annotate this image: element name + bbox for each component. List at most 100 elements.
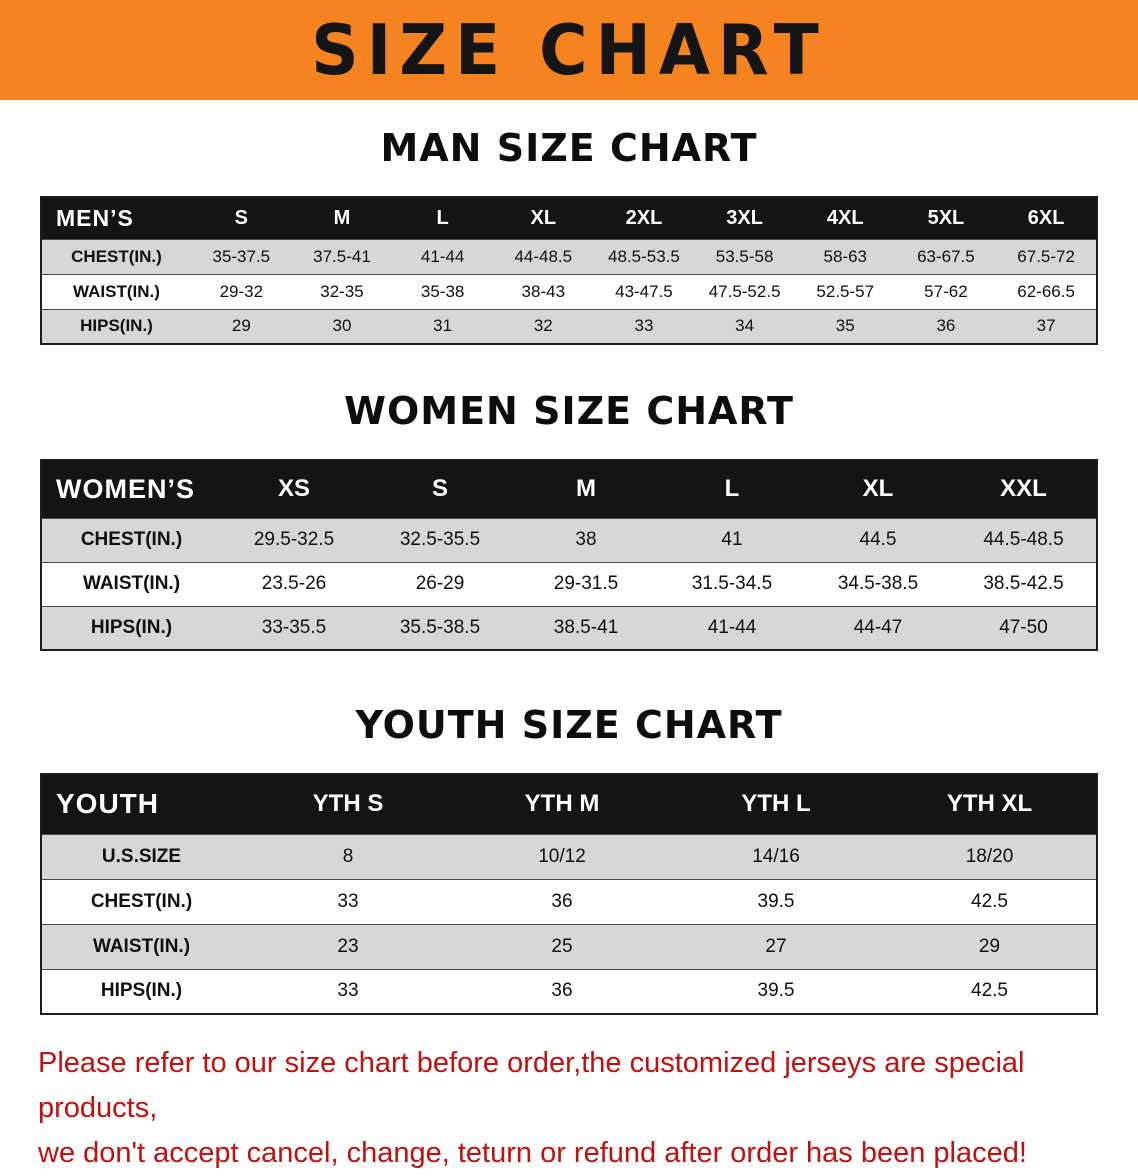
size-header-cell: S	[367, 460, 513, 518]
cell: 34.5-38.5	[805, 561, 951, 606]
mens-size-table: MEN’S S M L XL 2XL 3XL 4XL 5XL 6XL CHEST…	[40, 196, 1098, 345]
cell: 37.5-41	[291, 238, 393, 274]
cell: 44-47	[805, 605, 951, 650]
cell: 52.5-57	[794, 273, 896, 309]
cell: 36	[455, 878, 669, 924]
size-header-cell: YTH M	[455, 774, 669, 834]
table-row: HIPS(IN.) 33 36 39.5 42.5	[41, 968, 1097, 1014]
cell: 27	[669, 923, 883, 969]
table-header-row: MEN’S S M L XL 2XL 3XL 4XL 5XL 6XL	[41, 197, 1097, 239]
cell: 47.5-52.5	[694, 273, 795, 309]
cell: 41-44	[392, 238, 493, 274]
cell: 41-44	[659, 605, 805, 650]
cell: 33-35.5	[221, 605, 367, 650]
size-header-cell: 5XL	[895, 197, 997, 239]
row-label: CHEST(IN.)	[41, 517, 221, 562]
size-header-cell: YTH L	[669, 774, 883, 834]
cell: 58-63	[794, 238, 896, 274]
table-row: CHEST(IN.) 29.5-32.5 32.5-35.5 38 41 44.…	[41, 517, 1097, 562]
table-title-cell: YOUTH	[41, 774, 241, 834]
cell: 10/12	[455, 833, 669, 879]
cell: 48.5-53.5	[593, 238, 695, 274]
cell: 33	[593, 308, 695, 344]
cell: 35-37.5	[191, 238, 292, 274]
cell: 38.5-42.5	[951, 561, 1097, 606]
cell: 29	[191, 308, 292, 344]
size-header-cell: M	[513, 460, 659, 518]
cell: 33	[241, 878, 455, 924]
size-header-cell: S	[191, 197, 292, 239]
row-label: WAIST(IN.)	[41, 923, 241, 969]
size-header-cell: XL	[805, 460, 951, 518]
table-title-cell: WOMEN’S	[41, 460, 221, 518]
table-row: HIPS(IN.) 29 30 31 32 33 34 35 36 37	[41, 308, 1097, 344]
cell: 32-35	[291, 273, 393, 309]
cell: 37	[996, 308, 1097, 344]
table-row: HIPS(IN.) 33-35.5 35.5-38.5 38.5-41 41-4…	[41, 605, 1097, 650]
cell: 23.5-26	[221, 561, 367, 606]
table-row: WAIST(IN.) 29-32 32-35 35-38 38-43 43-47…	[41, 273, 1097, 309]
cell: 44-48.5	[492, 238, 594, 274]
cell: 36	[455, 968, 669, 1014]
size-header-cell: YTH S	[241, 774, 455, 834]
cell: 47-50	[951, 605, 1097, 650]
cell: 32.5-35.5	[367, 517, 513, 562]
cell: 38-43	[492, 273, 594, 309]
table-header-row: WOMEN’S XS S M L XL XXL	[41, 460, 1097, 518]
order-policy-line-2: we don't accept cancel, change, teturn o…	[38, 1136, 1027, 1169]
banner-title: SIZE CHART	[311, 9, 827, 91]
cell: 67.5-72	[996, 238, 1097, 274]
cell: 44.5-48.5	[951, 517, 1097, 562]
cell: 31.5-34.5	[659, 561, 805, 606]
size-header-cell: M	[291, 197, 393, 239]
cell: 41	[659, 517, 805, 562]
cell: 44.5	[805, 517, 951, 562]
cell: 42.5	[883, 968, 1097, 1014]
row-label: CHEST(IN.)	[41, 238, 191, 274]
size-header-cell: 2XL	[593, 197, 695, 239]
size-header-cell: 6XL	[996, 197, 1097, 239]
size-header-cell: XXL	[951, 460, 1097, 518]
cell: 29-32	[191, 273, 292, 309]
cell: 30	[291, 308, 393, 344]
cell: 35	[794, 308, 896, 344]
size-header-cell: XL	[492, 197, 594, 239]
cell: 31	[392, 308, 493, 344]
cell: 38.5-41	[513, 605, 659, 650]
size-header-cell: L	[392, 197, 493, 239]
cell: 39.5	[669, 878, 883, 924]
table-header-row: YOUTH YTH S YTH M YTH L YTH XL	[41, 774, 1097, 834]
order-policy-line-1: Please refer to our size chart before or…	[38, 1047, 1025, 1124]
size-header-cell: YTH XL	[883, 774, 1097, 834]
cell: 35-38	[392, 273, 493, 309]
man-size-chart-heading: MAN SIZE CHART	[380, 126, 758, 170]
cell: 32	[492, 308, 594, 344]
youth-size-chart-heading: YOUTH SIZE CHART	[355, 703, 783, 747]
cell: 57-62	[895, 273, 997, 309]
women-size-chart-heading: WOMEN SIZE CHART	[344, 389, 794, 433]
cell: 8	[241, 833, 455, 879]
cell: 29-31.5	[513, 561, 659, 606]
size-chart-banner: SIZE CHART	[0, 0, 1138, 100]
table-row: U.S.SIZE 8 10/12 14/16 18/20	[41, 833, 1097, 879]
cell: 39.5	[669, 968, 883, 1014]
cell: 42.5	[883, 878, 1097, 924]
size-header-cell: L	[659, 460, 805, 518]
womens-size-table: WOMEN’S XS S M L XL XXL CHEST(IN.) 29.5-…	[40, 459, 1098, 651]
table-row: WAIST(IN.) 23.5-26 26-29 29-31.5 31.5-34…	[41, 561, 1097, 606]
cell: 62-66.5	[996, 273, 1097, 309]
table-row: CHEST(IN.) 35-37.5 37.5-41 41-44 44-48.5…	[41, 238, 1097, 274]
cell: 23	[241, 923, 455, 969]
cell: 35.5-38.5	[367, 605, 513, 650]
size-header-cell: 3XL	[694, 197, 795, 239]
table-title-cell: MEN’S	[41, 197, 191, 239]
cell: 18/20	[883, 833, 1097, 879]
youth-size-table: YOUTH YTH S YTH M YTH L YTH XL U.S.SIZE …	[40, 773, 1098, 1015]
table-row: WAIST(IN.) 23 25 27 29	[41, 923, 1097, 969]
row-label: U.S.SIZE	[41, 833, 241, 879]
cell: 36	[895, 308, 997, 344]
row-label: WAIST(IN.)	[41, 561, 221, 606]
size-header-cell: XS	[221, 460, 367, 518]
size-header-cell: 4XL	[794, 197, 896, 239]
